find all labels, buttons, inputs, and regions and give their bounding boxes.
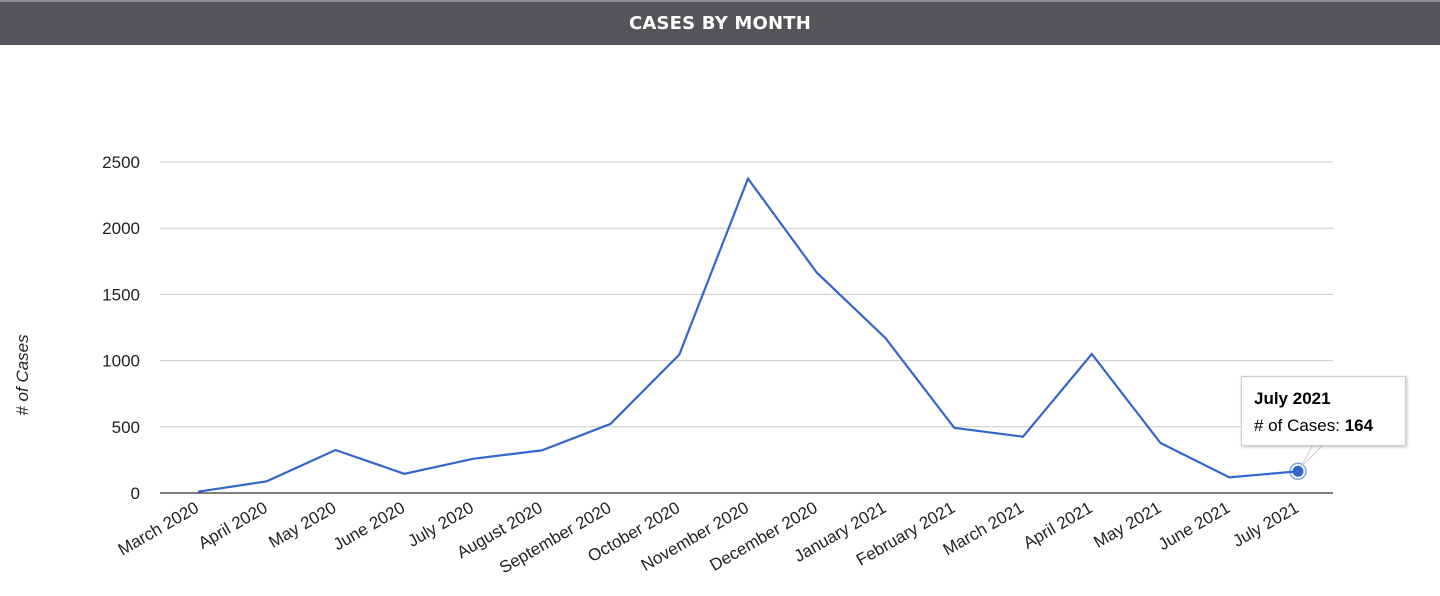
y-tick-label: 2500 [102, 153, 140, 172]
tooltip-label: # of Cases: [1254, 416, 1345, 435]
gridlines [160, 161, 1333, 494]
y-tick-label: 0 [131, 484, 140, 503]
data-point[interactable] [1292, 465, 1304, 477]
y-tick-label: 500 [112, 418, 140, 437]
tooltip-value: 164 [1344, 416, 1374, 435]
x-tick-label: April 2021 [1020, 498, 1096, 553]
chart-area: 0 500 1000 1500 2000 2500 March 2020 April 202… [0, 45, 1440, 591]
tooltip-body: # of Cases: 164 [1254, 416, 1405, 436]
x-tick-label: June 2020 [330, 498, 408, 554]
x-tick-label: March 2020 [115, 498, 202, 559]
chart-header: CASES BY MONTH [0, 0, 1440, 45]
y-tick-label: 2000 [102, 219, 140, 238]
x-tick-label: April 2020 [195, 498, 271, 553]
x-tick-label: May 2021 [1090, 498, 1164, 552]
x-tick-label: July 2021 [1229, 498, 1302, 551]
y-tick-label: 1500 [102, 285, 140, 304]
data-points [1289, 462, 1307, 481]
x-tick-label: June 2021 [1155, 498, 1233, 554]
tooltip-title: July 2021 [1254, 389, 1331, 408]
y-axis-ticks: 0 500 1000 1500 2000 2500 [102, 153, 140, 503]
series-line [197, 176, 1299, 493]
y-tick-label: 1000 [102, 352, 140, 371]
tooltip: July 2021 # of Cases: 164 [1241, 376, 1406, 446]
y-axis-label: # of Cases [13, 334, 32, 416]
chart-title: CASES BY MONTH [628, 13, 812, 34]
x-tick-label: May 2020 [265, 498, 339, 552]
highlight-ring [1289, 462, 1307, 481]
